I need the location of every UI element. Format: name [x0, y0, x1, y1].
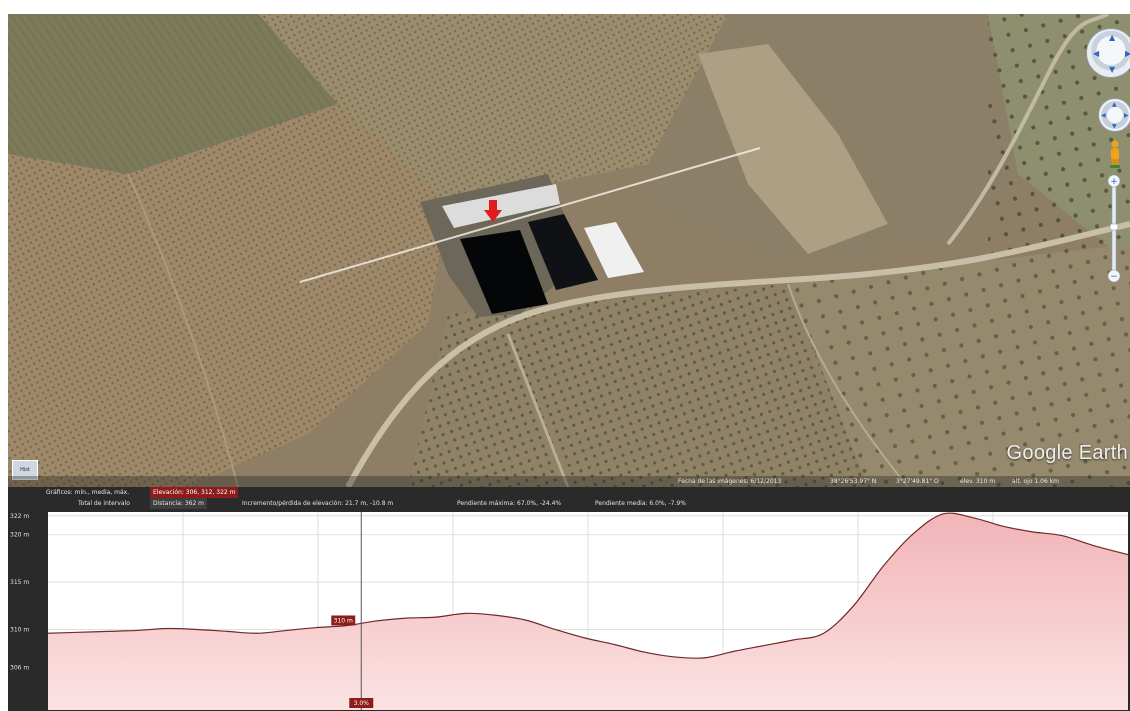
- y-tick-label: 315 m: [10, 579, 29, 586]
- imagery-date: Fecha de las imágenes: 6/12/2013: [678, 478, 782, 485]
- move-down-arrow-icon[interactable]: ▼: [1112, 123, 1117, 130]
- zoom-out-icon[interactable]: −: [1110, 272, 1118, 282]
- elevation-stats-chip[interactable]: Elevación: 306, 312, 322 m: [150, 487, 239, 498]
- elevation-profile-panel: Gráficos: mín., media, máx. Elevación: 3…: [8, 487, 1130, 711]
- look-up-arrow-icon[interactable]: ▲: [1109, 33, 1116, 42]
- range-totals-label: Total de intervalo: [78, 500, 130, 507]
- elevation-readout: elev. 310 m: [960, 478, 996, 485]
- look-down-arrow-icon[interactable]: ▼: [1109, 65, 1116, 74]
- average-slope: Pendiente media: 6.0%, -7.9%: [595, 500, 686, 507]
- move-up-arrow-icon[interactable]: ▲: [1112, 101, 1117, 108]
- y-tick-label: 320 m: [10, 532, 29, 539]
- y-tick-label: 306 m: [10, 664, 29, 671]
- look-right-arrow-icon[interactable]: ▶: [1125, 49, 1130, 58]
- satellite-map-view[interactable]: N ▲ ▼ ◀ ▶ ▲ ▼ ◀ ▶ + − Hist Google Earth …: [8, 14, 1130, 487]
- cursor-elevation-label: 310 m: [331, 615, 356, 626]
- y-tick-label: 310 m: [10, 626, 29, 633]
- elevation-gain-loss: Incremento/pérdida de elevación: 21.7 m,…: [242, 500, 394, 507]
- zoom-slider[interactable]: + −: [1107, 174, 1121, 284]
- elevation-profile-chart[interactable]: 322 m 320 m 315 m 310 m 306 m 310 m 3.0%: [8, 509, 1130, 711]
- distance-value: Distancia: 362 m: [150, 498, 208, 509]
- longitude-readout: 3°27'49.81" O: [896, 478, 939, 485]
- satellite-imagery: [8, 14, 1130, 487]
- move-right-arrow-icon[interactable]: ▶: [1124, 112, 1129, 119]
- google-earth-logo: Google Earth: [1006, 442, 1128, 464]
- svg-text:3.0%: 3.0%: [354, 700, 370, 707]
- y-tick-label: 322 m: [10, 513, 29, 520]
- look-around-compass-icon[interactable]: ▲ ▼ ◀ ▶: [1086, 28, 1130, 78]
- latitude-readout: 38°26'53.97" N: [830, 478, 877, 485]
- zoom-in-icon[interactable]: +: [1110, 177, 1118, 187]
- elevation-area: [48, 513, 1128, 710]
- svg-text:310 m: 310 m: [334, 617, 353, 624]
- pegman-icon[interactable]: [1109, 140, 1121, 168]
- eye-altitude-readout: alt. ojo 1.06 km: [1012, 478, 1060, 485]
- zoom-slider-handle: [1109, 223, 1119, 231]
- cursor-slope-label: 3.0%: [349, 698, 374, 708]
- move-left-arrow-icon[interactable]: ◀: [1101, 112, 1106, 119]
- elevation-line: [47, 512, 1129, 659]
- y-axis-tick-labels: 322 m 320 m 315 m 310 m 306 m: [10, 513, 29, 672]
- position-marker-arrow: [484, 200, 502, 222]
- graph-stats-label: Gráficos: mín., media, máx.: [46, 489, 130, 496]
- max-slope: Pendiente máxima: 67.0%, -24.4%: [457, 500, 562, 507]
- move-navigation-icon[interactable]: ▲ ▼ ◀ ▶: [1098, 98, 1130, 132]
- map-status-bar: Fecha de las imágenes: 6/12/2013 38°26'5…: [8, 476, 1130, 487]
- historical-imagery-thumbnail[interactable]: Hist: [12, 460, 38, 480]
- look-left-arrow-icon[interactable]: ◀: [1093, 49, 1100, 58]
